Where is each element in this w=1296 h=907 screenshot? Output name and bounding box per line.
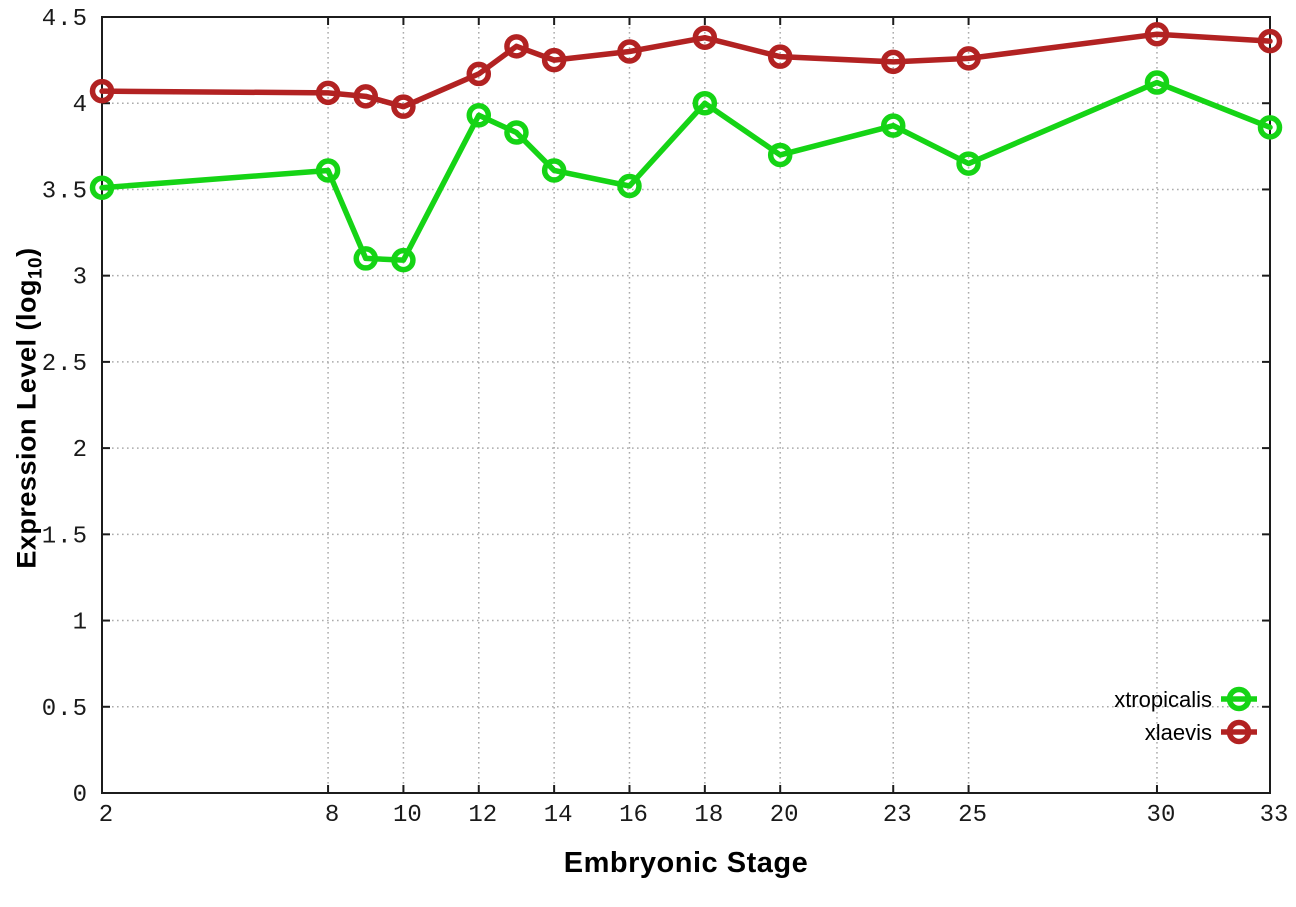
x-tick-label: 23 [883,802,912,829]
y-tick-label: 3 [73,265,88,292]
legend-sample-marker-xtropicalis [1226,686,1252,712]
data-point-xtropicalis [692,90,718,116]
y-tick-label: 2 [73,437,88,464]
x-tick-label: 2 [99,802,113,829]
data-point-xtropicalis [617,173,642,199]
data-point-xtropicalis [466,103,492,128]
data-point-xtropicalis [89,175,115,200]
data-point-xtropicalis [315,158,341,183]
x-tick-label: 16 [619,802,648,829]
data-point-xtropicalis [353,246,378,271]
data-point-xtropicalis [504,120,529,145]
data-point-xlaevis [692,25,718,50]
legend-label-xlaevis: xlaevis [1145,720,1212,745]
y-axis-title: Expression Level (log10) [11,247,47,569]
data-point-xlaevis [353,84,378,109]
data-point-xlaevis [541,47,567,73]
x-tick-label: 20 [770,802,799,829]
data-point-xlaevis [89,78,115,104]
data-point-xlaevis [1144,21,1170,47]
series-line-xlaevis [99,31,1273,110]
data-point-xtropicalis [391,247,416,273]
data-point-xtropicalis [767,142,793,168]
x-tick-label: 12 [468,802,497,829]
series-line-xtropicalis [99,79,1273,263]
data-point-xtropicalis [880,113,906,138]
data-point-xtropicalis [1144,70,1170,95]
y-axis-title-suffix: ) [11,247,42,257]
x-tick-label: 30 [1147,802,1176,829]
data-point-xlaevis [391,94,416,119]
x-tick-label: 14 [544,802,573,829]
x-tick-label: 33 [1260,802,1289,829]
x-tick-label: 18 [694,802,723,829]
y-tick-label: 3.5 [42,178,88,205]
data-point-xtropicalis [541,158,567,183]
y-tick-label: 1 [73,610,88,637]
data-point-xlaevis [617,39,642,64]
x-tick-label: 8 [325,802,339,829]
data-point-xlaevis [466,61,492,87]
data-point-xlaevis [315,80,341,106]
y-tick-label: 4 [73,92,88,119]
x-tick-label: 10 [393,802,422,829]
y-tick-label: 0.5 [42,696,88,723]
plot-border [101,16,1271,794]
legend-sample-marker-xlaevis [1226,719,1252,745]
y-axis-title-subscript: 10 [25,256,47,280]
data-point-xlaevis [1257,28,1283,54]
y-tick-label: 2.5 [42,351,88,378]
data-point-xlaevis [504,34,529,59]
y-axis-title-text: Expression Level (log [11,279,42,569]
data-point-xlaevis [956,46,981,71]
x-tick-label: 25 [958,802,987,829]
y-tick-label: 4.5 [42,6,88,33]
x-axis-title: Embryonic Stage [563,847,809,879]
data-point-xlaevis [880,49,906,75]
y-tick-label: 1.5 [42,523,88,550]
data-point-xtropicalis [1257,115,1283,140]
data-point-xtropicalis [956,151,981,176]
y-tick-label: 0 [73,782,88,809]
data-point-xlaevis [767,44,793,69]
legend-label-xtropicalis: xtropicalis [1114,687,1212,712]
